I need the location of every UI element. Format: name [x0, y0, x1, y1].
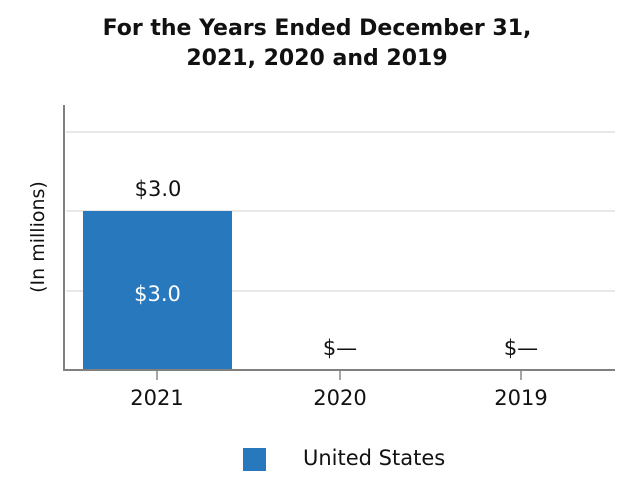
gridline — [66, 290, 615, 292]
x-axis-tick-2020 — [339, 371, 341, 380]
x-axis-tick-2021 — [156, 371, 158, 380]
legend: United States — [243, 446, 445, 471]
x-axis-line — [63, 369, 615, 371]
gridline — [66, 210, 615, 212]
bar-2021-united-states: $3.0 — [83, 211, 232, 369]
value-label-2021: $3.0 — [134, 177, 182, 201]
legend-swatch-united-states — [243, 447, 266, 471]
y-axis-label: (In millions) — [27, 181, 49, 293]
x-axis-label-2021: 2021 — [130, 386, 184, 410]
gridline — [66, 131, 615, 133]
value-label-2020: $— — [322, 336, 358, 360]
x-axis-label-2019: 2019 — [494, 386, 548, 410]
value-label-2019: $— — [503, 336, 539, 360]
chart-title: For the Years Ended December 31, 2021, 2… — [0, 14, 634, 74]
x-axis-tick-2019 — [520, 371, 522, 380]
legend-label-united-states: United States — [303, 446, 446, 470]
y-axis-line — [63, 105, 65, 371]
chart-title-line-1: For the Years Ended December 31, — [102, 16, 532, 41]
x-axis-label-2020: 2020 — [313, 386, 367, 410]
bar-2021-inner-value-label: $3.0 — [134, 282, 181, 306]
chart-title-line-2: 2021, 2020 and 2019 — [186, 46, 448, 71]
